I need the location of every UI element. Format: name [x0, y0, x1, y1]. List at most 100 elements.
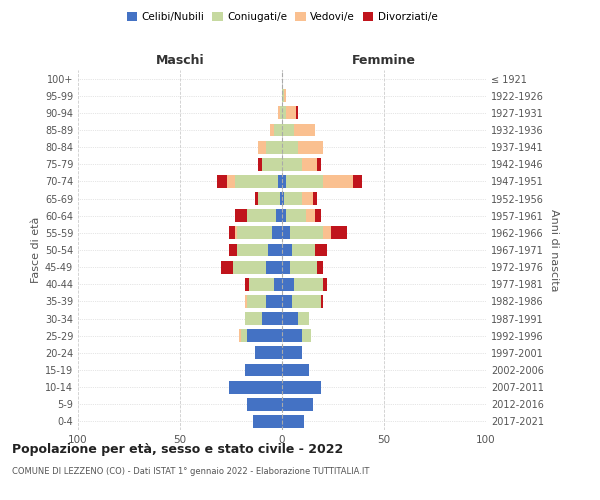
- Bar: [292, 244, 314, 256]
- Bar: [247, 330, 282, 342]
- Bar: [317, 158, 321, 170]
- Bar: [235, 210, 247, 222]
- Bar: [286, 175, 323, 188]
- Bar: [256, 192, 257, 205]
- Bar: [314, 244, 327, 256]
- Bar: [250, 278, 274, 290]
- Bar: [235, 175, 278, 188]
- Bar: [282, 278, 294, 290]
- Bar: [282, 192, 284, 205]
- Bar: [282, 158, 302, 170]
- Bar: [323, 175, 353, 188]
- Bar: [286, 106, 296, 120]
- Bar: [282, 175, 286, 188]
- Bar: [245, 278, 250, 290]
- Text: Maschi: Maschi: [155, 54, 205, 66]
- Legend: Celibi/Nubili, Coniugati/e, Vedovi/e, Divorziati/e: Celibi/Nubili, Coniugati/e, Vedovi/e, Di…: [122, 8, 442, 26]
- Bar: [278, 106, 280, 120]
- Bar: [290, 226, 323, 239]
- Bar: [270, 124, 274, 136]
- Bar: [282, 330, 302, 342]
- Text: Femmine: Femmine: [352, 54, 416, 66]
- Bar: [229, 226, 235, 239]
- Bar: [331, 226, 347, 239]
- Bar: [317, 260, 323, 274]
- Bar: [229, 244, 237, 256]
- Bar: [233, 260, 266, 274]
- Bar: [221, 260, 233, 274]
- Bar: [307, 210, 314, 222]
- Bar: [239, 330, 241, 342]
- Bar: [323, 278, 327, 290]
- Bar: [323, 226, 331, 239]
- Text: COMUNE DI LEZZENO (CO) - Dati ISTAT 1° gennaio 2022 - Elaborazione TUTTITALIA.IT: COMUNE DI LEZZENO (CO) - Dati ISTAT 1° g…: [12, 468, 370, 476]
- Bar: [274, 124, 282, 136]
- Bar: [313, 192, 317, 205]
- Bar: [282, 260, 290, 274]
- Bar: [282, 364, 308, 376]
- Bar: [286, 210, 307, 222]
- Bar: [284, 192, 302, 205]
- Bar: [262, 312, 282, 325]
- Bar: [257, 192, 280, 205]
- Bar: [282, 346, 302, 360]
- Bar: [282, 106, 286, 120]
- Bar: [256, 346, 282, 360]
- Bar: [302, 158, 317, 170]
- Bar: [237, 226, 272, 239]
- Y-axis label: Fasce di età: Fasce di età: [31, 217, 41, 283]
- Bar: [282, 244, 292, 256]
- Bar: [298, 140, 323, 153]
- Bar: [257, 158, 262, 170]
- Bar: [237, 244, 268, 256]
- Bar: [245, 295, 247, 308]
- Bar: [272, 226, 282, 239]
- Bar: [266, 295, 282, 308]
- Bar: [284, 90, 286, 102]
- Y-axis label: Anni di nascita: Anni di nascita: [550, 209, 559, 291]
- Bar: [278, 175, 282, 188]
- Bar: [262, 158, 282, 170]
- Bar: [247, 295, 266, 308]
- Bar: [282, 140, 298, 153]
- Bar: [282, 210, 286, 222]
- Bar: [282, 90, 284, 102]
- Bar: [247, 210, 276, 222]
- Bar: [290, 260, 317, 274]
- Text: Popolazione per età, sesso e stato civile - 2022: Popolazione per età, sesso e stato civil…: [12, 442, 343, 456]
- Bar: [292, 295, 321, 308]
- Bar: [282, 415, 304, 428]
- Bar: [227, 175, 235, 188]
- Bar: [241, 330, 247, 342]
- Bar: [235, 226, 237, 239]
- Bar: [276, 210, 282, 222]
- Bar: [282, 398, 313, 410]
- Bar: [257, 140, 266, 153]
- Bar: [282, 380, 321, 394]
- Bar: [282, 226, 290, 239]
- Bar: [280, 192, 282, 205]
- Bar: [302, 330, 311, 342]
- Bar: [294, 278, 323, 290]
- Bar: [282, 124, 294, 136]
- Bar: [229, 380, 282, 394]
- Bar: [266, 140, 282, 153]
- Bar: [280, 106, 282, 120]
- Bar: [253, 415, 282, 428]
- Bar: [302, 192, 313, 205]
- Bar: [314, 210, 321, 222]
- Bar: [245, 364, 282, 376]
- Bar: [266, 260, 282, 274]
- Bar: [282, 295, 292, 308]
- Bar: [294, 124, 314, 136]
- Bar: [353, 175, 362, 188]
- Bar: [268, 244, 282, 256]
- Bar: [298, 312, 308, 325]
- Bar: [217, 175, 227, 188]
- Bar: [296, 106, 298, 120]
- Bar: [282, 312, 298, 325]
- Bar: [245, 312, 262, 325]
- Bar: [247, 398, 282, 410]
- Bar: [321, 295, 323, 308]
- Bar: [274, 278, 282, 290]
